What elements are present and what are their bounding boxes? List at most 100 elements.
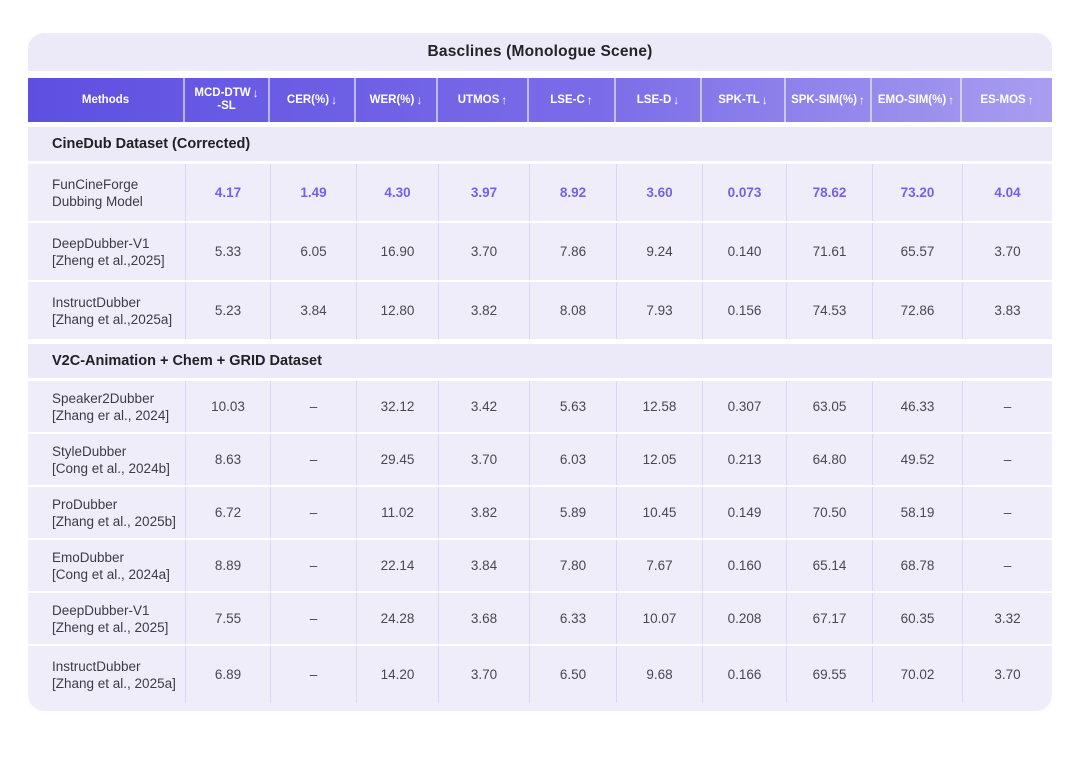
column-header: EMO-SIM(%) ↑ bbox=[872, 78, 962, 122]
value-cell: 3.70 bbox=[962, 223, 1052, 280]
value-cell: 0.140 bbox=[702, 223, 786, 280]
value-cell: 3.70 bbox=[962, 646, 1052, 703]
value-cell: 6.89 bbox=[185, 646, 270, 703]
value-cell: 8.08 bbox=[529, 282, 616, 339]
value-cell: 0.307 bbox=[702, 381, 786, 432]
value-cell: 60.35 bbox=[872, 593, 962, 644]
value-cell: 6.05 bbox=[270, 223, 356, 280]
table-row: InstructDubber [Zhang et al., 2025a] 6.8… bbox=[28, 646, 1052, 711]
section-rows: Speaker2Dubber [Zhang er al., 2024] 10.0… bbox=[28, 381, 1052, 711]
value-cell: 6.33 bbox=[529, 593, 616, 644]
column-header-line: EMO-SIM(%) ↑ bbox=[877, 92, 955, 107]
column-header: Methods bbox=[28, 78, 185, 122]
column-header-line: MCD-DTW ↓ bbox=[194, 87, 258, 100]
value-cell: 10.07 bbox=[616, 593, 702, 644]
value-cell: 4.30 bbox=[356, 164, 438, 221]
table-row: Speaker2Dubber [Zhang er al., 2024] 10.0… bbox=[28, 381, 1052, 432]
table-row: EmoDubber [Cong et al., 2024a] 8.89 – 22… bbox=[28, 540, 1052, 591]
column-header-line: CER(%) ↓ bbox=[287, 93, 337, 107]
column-header: LSE-D ↓ bbox=[616, 78, 702, 122]
column-header-line: WER(%) ↓ bbox=[369, 92, 423, 107]
method-citation: [Zhang et al., 2025a] bbox=[52, 675, 176, 691]
value-cell: 11.02 bbox=[356, 487, 438, 538]
value-cell: 3.42 bbox=[438, 381, 529, 432]
page: Basclines (Monologue Scene) Methods MCD-… bbox=[0, 33, 1080, 711]
value-cell: 8.63 bbox=[185, 434, 270, 485]
arrow-down-icon: ↓ bbox=[761, 92, 768, 107]
table-section: V2C-Animation + Chem + GRID Dataset Spea… bbox=[28, 344, 1052, 711]
value-cell: – bbox=[962, 381, 1052, 432]
method-cell: EmoDubber [Cong et al., 2024a] bbox=[28, 540, 185, 591]
section-header-row: V2C-Animation + Chem + GRID Dataset bbox=[28, 344, 1052, 378]
value-cell: 65.14 bbox=[786, 540, 872, 591]
table-row: InstructDubber [Zhang et al.,2025a] 5.23… bbox=[28, 282, 1052, 339]
method-cell: DeepDubber-V1 [Zheng et al., 2025] bbox=[28, 593, 185, 644]
value-cell: 10.03 bbox=[185, 381, 270, 432]
method-cell: FunCineForge Dubbing Model bbox=[28, 164, 185, 221]
value-cell: 3.97 bbox=[438, 164, 529, 221]
method-citation: [Zhang et al., 2025b] bbox=[52, 513, 176, 529]
column-header: UTMOS ↑ bbox=[438, 78, 529, 122]
value-cell: 4.17 bbox=[185, 164, 270, 221]
method-cell: InstructDubber [Zhang et al.,2025a] bbox=[28, 282, 185, 339]
value-cell: 9.68 bbox=[616, 646, 702, 703]
value-cell: – bbox=[270, 434, 356, 485]
value-cell: – bbox=[962, 487, 1052, 538]
value-cell: 10.45 bbox=[616, 487, 702, 538]
value-cell: 32.12 bbox=[356, 381, 438, 432]
arrow-up-icon: ↑ bbox=[948, 92, 955, 107]
column-header: LSE-C ↑ bbox=[529, 78, 616, 122]
value-cell: – bbox=[270, 646, 356, 703]
column-label: EMO-SIM(%) bbox=[877, 93, 947, 106]
value-cell: 3.32 bbox=[962, 593, 1052, 644]
value-cell: 6.50 bbox=[529, 646, 616, 703]
method-citation: [Zhang et al.,2025a] bbox=[52, 311, 173, 327]
value-cell: 69.55 bbox=[786, 646, 872, 703]
value-cell: 0.156 bbox=[702, 282, 786, 339]
method-name: ProDubber bbox=[52, 496, 118, 512]
arrow-up-icon: ↑ bbox=[858, 92, 865, 107]
arrow-up-icon: ↑ bbox=[1027, 92, 1034, 107]
value-cell: 3.70 bbox=[438, 223, 529, 280]
column-header: MCD-DTW ↓ -SL bbox=[185, 78, 270, 122]
arrow-down-icon: ↓ bbox=[252, 86, 259, 100]
value-cell: 12.80 bbox=[356, 282, 438, 339]
value-cell: 29.45 bbox=[356, 434, 438, 485]
value-cell: 8.89 bbox=[185, 540, 270, 591]
column-label: WER(%) bbox=[369, 93, 415, 106]
value-cell: 70.02 bbox=[872, 646, 962, 703]
method-cell: DeepDubber-V1 [Zheng et al.,2025] bbox=[28, 223, 185, 280]
arrow-down-icon: ↓ bbox=[416, 92, 423, 107]
value-cell: 7.67 bbox=[616, 540, 702, 591]
value-cell: 3.68 bbox=[438, 593, 529, 644]
column-header: SPK-SIM(%) ↑ bbox=[786, 78, 872, 122]
value-cell: 78.62 bbox=[786, 164, 872, 221]
method-citation: Dubbing Model bbox=[52, 193, 143, 209]
value-cell: 68.78 bbox=[872, 540, 962, 591]
value-cell: 1.49 bbox=[270, 164, 356, 221]
method-name: InstructDubber bbox=[52, 294, 141, 310]
method-cell: InstructDubber [Zhang et al., 2025a] bbox=[28, 646, 185, 703]
value-cell: 72.86 bbox=[872, 282, 962, 339]
column-header: CER(%) ↓ bbox=[270, 78, 356, 122]
table-row: DeepDubber-V1 [Zheng et al.,2025] 5.33 6… bbox=[28, 223, 1052, 280]
method-name: StyleDubber bbox=[52, 443, 127, 459]
column-label: LSE-C bbox=[550, 93, 585, 106]
method-citation: [Cong et al., 2024b] bbox=[52, 460, 170, 476]
table-title-bar: Basclines (Monologue Scene) bbox=[28, 33, 1052, 71]
method-name: InstructDubber bbox=[52, 658, 141, 674]
value-cell: – bbox=[270, 593, 356, 644]
value-cell: 5.89 bbox=[529, 487, 616, 538]
column-header-line: SPK-TL ↓ bbox=[718, 92, 768, 107]
value-cell: 7.55 bbox=[185, 593, 270, 644]
column-header: WER(%) ↓ bbox=[356, 78, 438, 122]
value-cell: – bbox=[962, 434, 1052, 485]
value-cell: 63.05 bbox=[786, 381, 872, 432]
column-label: LSE-D bbox=[636, 93, 672, 106]
column-label: MCD-DTW bbox=[194, 87, 251, 99]
value-cell: 12.05 bbox=[616, 434, 702, 485]
value-cell: 65.57 bbox=[872, 223, 962, 280]
value-cell: 64.80 bbox=[786, 434, 872, 485]
value-cell: 3.60 bbox=[616, 164, 702, 221]
value-cell: 5.33 bbox=[185, 223, 270, 280]
